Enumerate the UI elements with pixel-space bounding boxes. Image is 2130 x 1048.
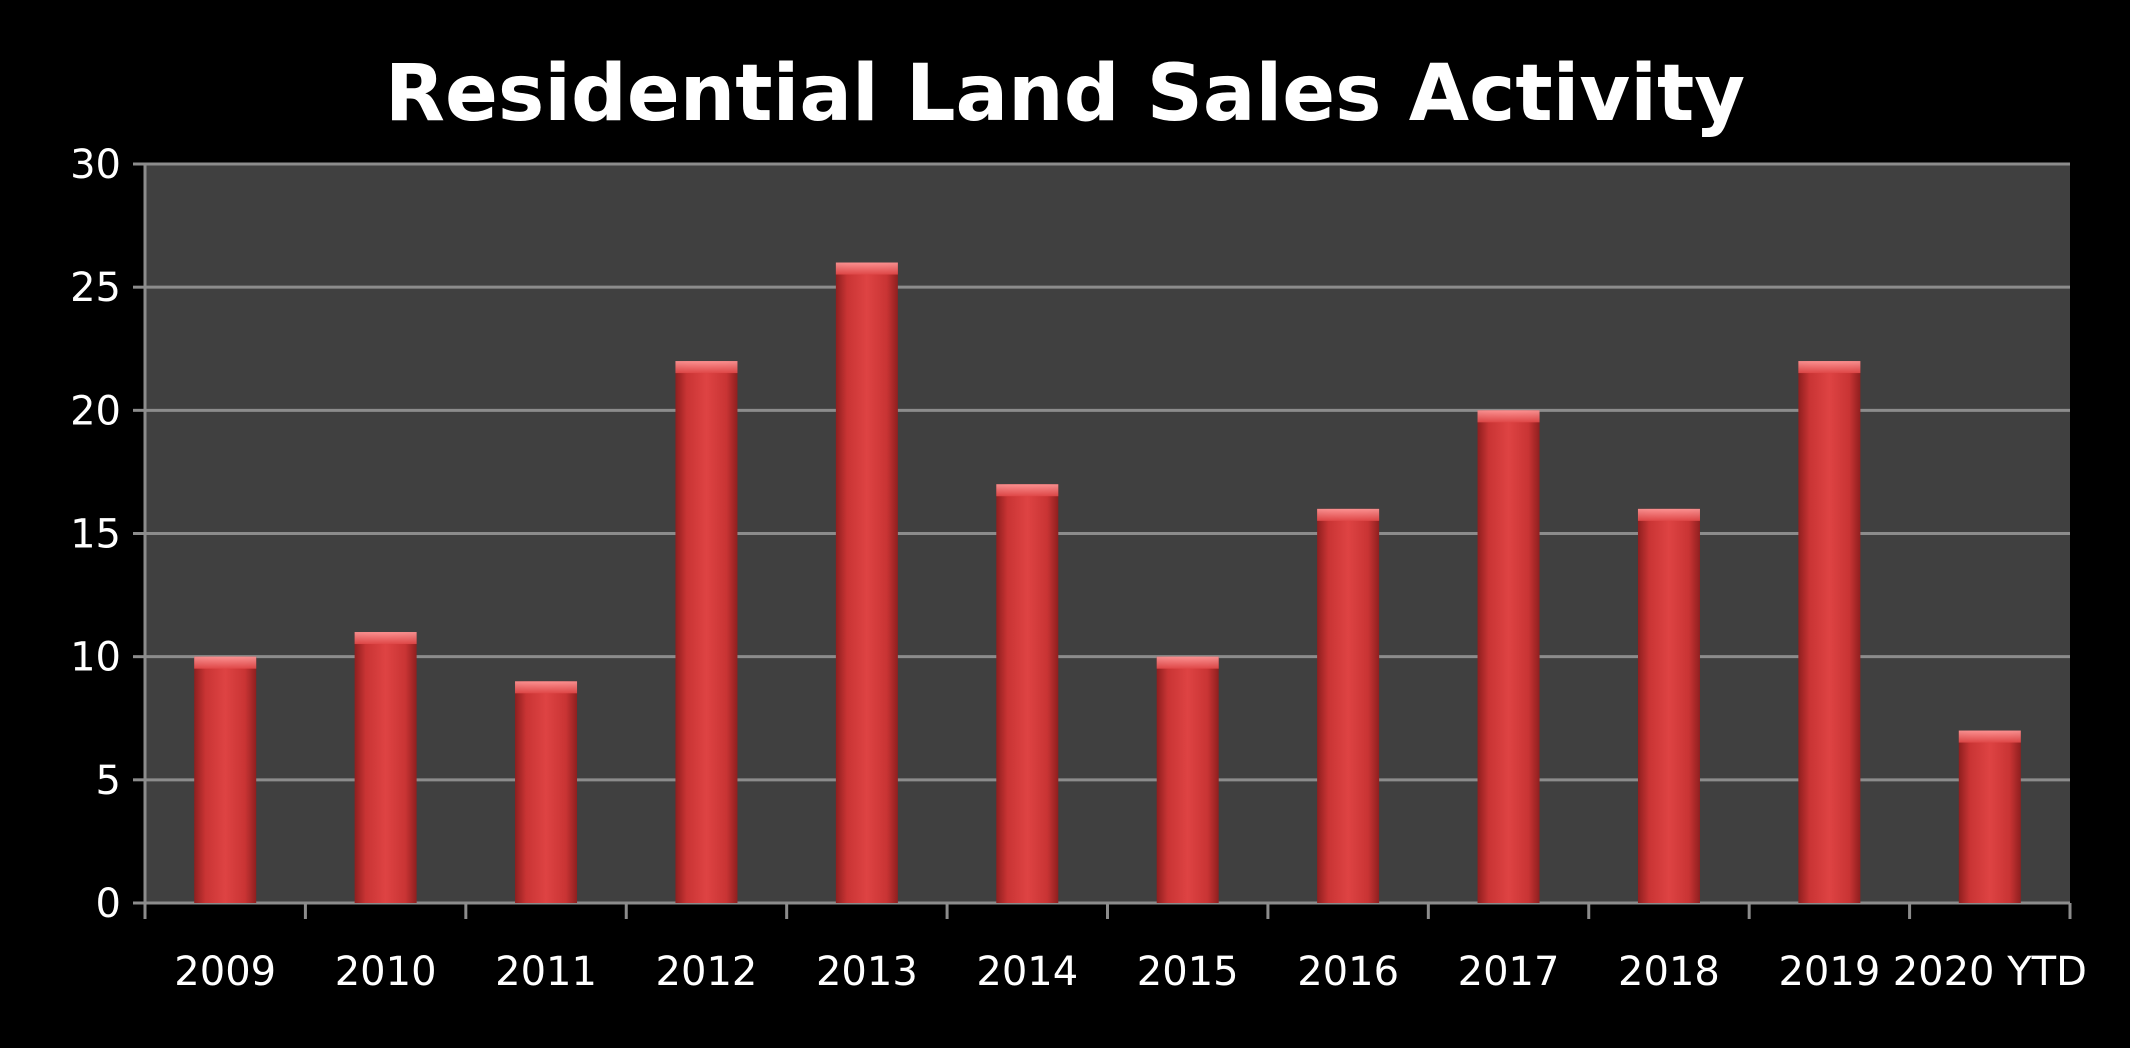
bar-top-highlight <box>1958 730 2021 743</box>
x-tick-label: 2010 <box>335 949 437 995</box>
bar-2012 <box>675 361 738 904</box>
bar <box>835 262 898 903</box>
x-tick-label: 2012 <box>656 949 758 995</box>
bar <box>1156 656 1219 903</box>
bar-2010 <box>354 632 417 903</box>
bar-2011 <box>515 681 578 903</box>
bar <box>1798 361 1861 904</box>
bar-top-highlight <box>194 656 257 669</box>
bar-top-highlight <box>1477 410 1540 423</box>
x-tick-label: 2020 YTD <box>1893 949 2087 995</box>
bar-2019 <box>1798 361 1861 904</box>
bar <box>1317 508 1380 903</box>
plot-area: 0 5 10 15 20 25 30 2009 2010 2011 2012 2013 2014 2015… <box>70 142 2087 995</box>
bar <box>996 484 1059 903</box>
x-tick-label: 2009 <box>174 949 276 995</box>
bar-2020-ytd <box>1958 730 2021 903</box>
bar-top-highlight <box>1156 656 1219 669</box>
bar <box>354 632 417 903</box>
x-tick-label: 2013 <box>816 949 918 995</box>
bar <box>515 681 578 903</box>
y-tick-label: 5 <box>96 758 121 804</box>
x-tick-label: 2014 <box>976 949 1078 995</box>
bar <box>1958 730 2021 903</box>
x-tick-label: 2019 <box>1778 949 1880 995</box>
bar-2014 <box>996 484 1059 903</box>
bar-2016 <box>1317 508 1380 903</box>
bar-2009 <box>194 656 257 903</box>
bar-top-highlight <box>1637 508 1700 521</box>
bar-top-highlight <box>675 361 738 374</box>
bar-top-highlight <box>1798 361 1861 374</box>
x-tick-label: 2015 <box>1137 949 1239 995</box>
y-tick-label: 0 <box>96 881 121 927</box>
bar <box>675 361 738 904</box>
x-tick-label: 2017 <box>1458 949 1560 995</box>
x-tick-label: 2016 <box>1297 949 1399 995</box>
bar-top-highlight <box>515 681 578 694</box>
bar-2013 <box>835 262 898 903</box>
bar-top-highlight <box>1317 508 1380 521</box>
bar-2017 <box>1477 410 1540 903</box>
x-tick-label: 2018 <box>1618 949 1720 995</box>
bar-2018 <box>1637 508 1700 903</box>
y-tick-label: 15 <box>70 512 121 558</box>
bar-2015 <box>1156 656 1219 903</box>
x-tick-label: 2011 <box>495 949 597 995</box>
bar <box>1477 410 1540 903</box>
y-tick-label: 25 <box>70 265 121 311</box>
y-tick-label: 30 <box>70 142 121 188</box>
y-tick-label: 10 <box>70 635 121 681</box>
chart-title: Residential Land Sales Activity <box>385 49 1745 139</box>
bar-top-highlight <box>354 632 417 645</box>
bar <box>1637 508 1700 903</box>
bar-top-highlight <box>835 262 898 275</box>
bar-top-highlight <box>996 484 1059 497</box>
y-tick-label: 20 <box>70 388 121 434</box>
bar <box>194 656 257 903</box>
